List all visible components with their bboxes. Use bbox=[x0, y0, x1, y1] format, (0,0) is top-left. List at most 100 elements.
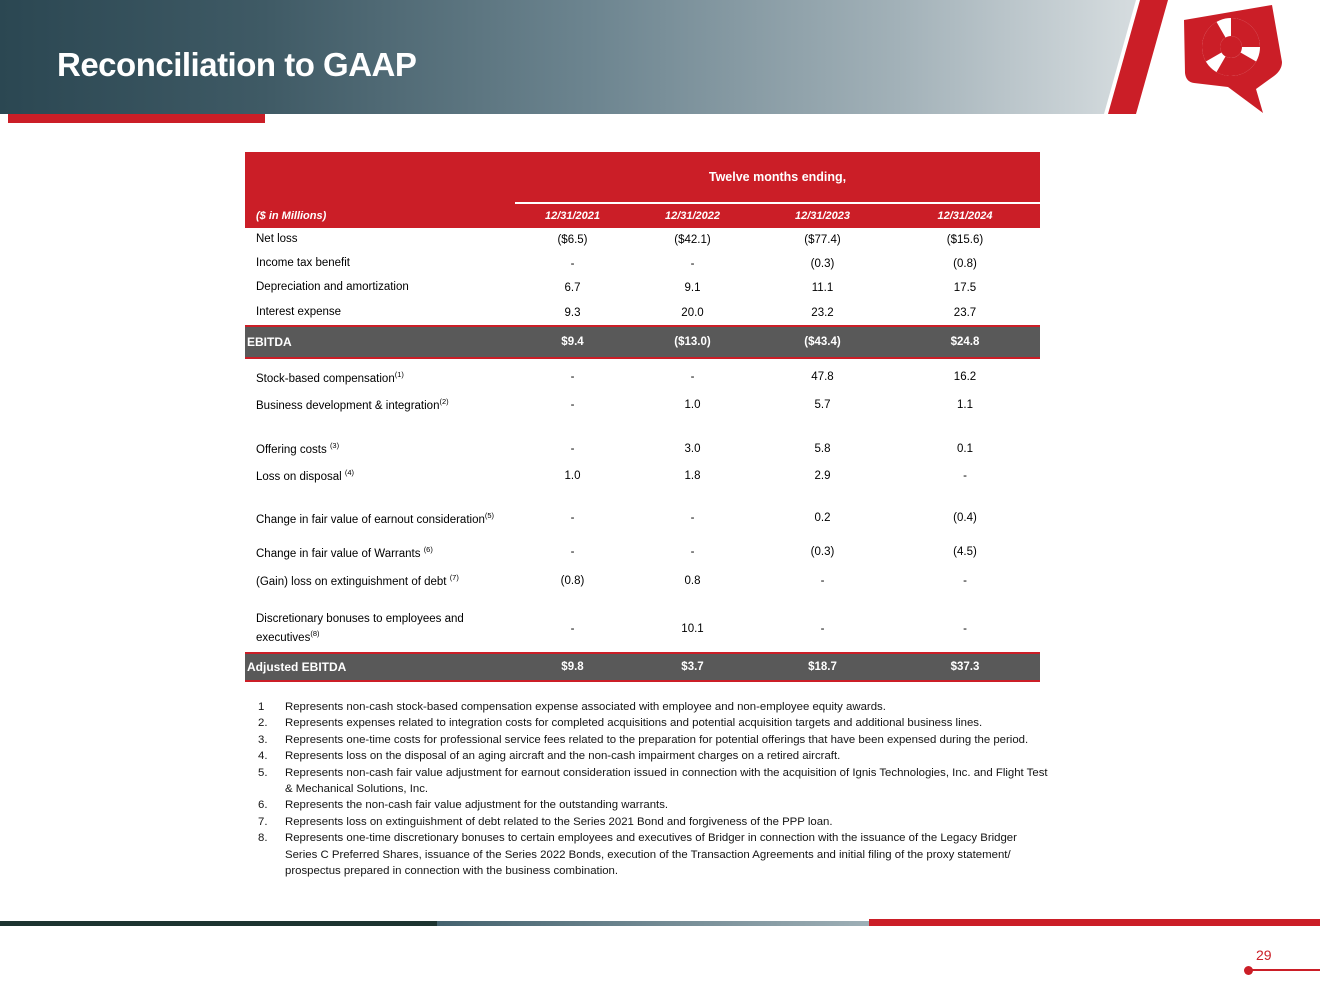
footnote-ref: (2) bbox=[439, 397, 449, 407]
table-row: Discretionary bonuses to employees and e… bbox=[245, 610, 1040, 648]
row-label: Depreciation and amortization bbox=[256, 281, 409, 294]
value-cell: $9.8 bbox=[561, 661, 584, 673]
value-cell: (4.5) bbox=[953, 546, 977, 558]
footnote-text: Represents non-cash fair value adjustmen… bbox=[285, 766, 1048, 796]
value-cell: 9.1 bbox=[684, 282, 701, 294]
value-cell: 17.5 bbox=[953, 282, 977, 294]
footnote-text: Represents loss on the disposal of an ag… bbox=[285, 750, 841, 763]
footnote-text: Represents one-time discretionary bonuse… bbox=[285, 832, 1017, 878]
footnote-number: 8. bbox=[258, 832, 268, 845]
value-cell: 47.8 bbox=[811, 371, 834, 383]
footnote-number: 3. bbox=[258, 733, 268, 746]
footer-line bbox=[1250, 969, 1320, 971]
table-row: Net loss ($6.5) ($42.1) ($77.4) ($15.6) bbox=[245, 228, 1040, 252]
table-row: Change in fair value of Warrants (6) - - (0… bbox=[245, 537, 1040, 567]
value-cell: - bbox=[963, 623, 967, 635]
aperture-logo-icon bbox=[1184, 5, 1282, 113]
footnote-item: 6. Represents the non-cash fair value adj… bbox=[258, 797, 1048, 813]
header-gradient bbox=[0, 0, 1136, 114]
row-label: Income tax benefit bbox=[256, 257, 350, 270]
footnote-number: 7. bbox=[258, 815, 268, 828]
value-cell: - bbox=[820, 574, 825, 587]
row-label: Change in fair value of earnout consider… bbox=[256, 510, 495, 526]
table-row: Business development & integration(2) - 1.… bbox=[245, 391, 1040, 418]
footnote-ref: (6) bbox=[423, 544, 433, 554]
value-cell: 3.0 bbox=[684, 442, 701, 455]
header-banner: Reconciliation to GAAP bbox=[0, 0, 1320, 114]
value-cell: - bbox=[820, 623, 825, 635]
row-label: Offering costs (3) bbox=[256, 441, 340, 457]
footnote-item: 2. Represents expenses related to integra… bbox=[258, 715, 1048, 731]
reconciliation-table: Twelve months ending, ($ in Millions) 12… bbox=[245, 152, 1040, 682]
value-cell: - bbox=[570, 546, 575, 558]
table-row: Interest expense 9.3 20.0 23.2 23.7 bbox=[245, 300, 1040, 325]
row-label: Discretionary bonuses to employees and e… bbox=[256, 613, 464, 644]
table-body: Net loss ($6.5) ($42.1) ($77.4) ($15.6) Incom… bbox=[245, 228, 1040, 682]
divider-segment-dark bbox=[0, 921, 437, 926]
value-cell: ($43.4) bbox=[804, 336, 841, 348]
value-cell: $24.8 bbox=[950, 336, 980, 348]
value-cell: - bbox=[570, 258, 575, 270]
table-header: Twelve months ending, ($ in Millions) 12… bbox=[245, 152, 1040, 228]
footnote-item: 8. Represents one-time discretionary bonu… bbox=[258, 830, 1048, 879]
unit-label: ($ in Millions) bbox=[256, 210, 327, 222]
value-cell: 20.0 bbox=[681, 306, 704, 319]
value-cell: 0.1 bbox=[957, 442, 973, 455]
value-cell: 10.1 bbox=[681, 623, 704, 635]
value-cell: ($42.1) bbox=[674, 234, 711, 246]
value-cell: - bbox=[690, 546, 695, 558]
value-cell: ($6.5) bbox=[557, 234, 588, 246]
value-cell: ($13.0) bbox=[674, 336, 711, 348]
value-cell: (0.4) bbox=[953, 512, 977, 524]
page-title: Reconciliation to GAAP bbox=[57, 46, 417, 83]
value-cell: ($77.4) bbox=[804, 234, 841, 246]
footnote-ref: (1) bbox=[394, 369, 404, 379]
footnotes: 1 Represents non-cash stock-based compens… bbox=[258, 699, 1048, 879]
value-cell: 5.7 bbox=[814, 398, 831, 411]
red-accent-bar bbox=[8, 114, 265, 123]
value-cell: 1.8 bbox=[684, 469, 701, 482]
footnote-ref: (5) bbox=[484, 510, 495, 520]
footnote-ref: (8) bbox=[310, 628, 320, 638]
value-cell: - bbox=[963, 469, 967, 482]
value-cell: - bbox=[570, 371, 575, 383]
footnote-item: 4. Represents loss on the disposal of an … bbox=[258, 748, 1048, 764]
divider-segment-red bbox=[869, 919, 1320, 926]
value-cell: $37.3 bbox=[950, 661, 980, 673]
footnote-text: Represents loss on extinguishment of deb… bbox=[285, 815, 833, 828]
table-row: Income tax benefit - - (0.3) (0.8) bbox=[245, 252, 1040, 276]
footnote-item: 5. Represents non-cash fair value adjustm… bbox=[258, 765, 1048, 798]
column-header: 12/31/2024 bbox=[937, 210, 993, 222]
value-cell: 16.2 bbox=[953, 371, 977, 383]
value-cell: 23.2 bbox=[811, 306, 834, 319]
footnote-ref: (7) bbox=[449, 573, 459, 583]
value-cell: (0.8) bbox=[560, 574, 585, 587]
row-label: Stock-based compensation(1) bbox=[256, 369, 404, 385]
footnote-number: 1 bbox=[258, 701, 265, 713]
value-cell: $3.7 bbox=[681, 661, 704, 673]
footer-dot bbox=[1244, 966, 1253, 975]
table-total-row: EBITDA $9.4 ($13.0) ($43.4) $24.8 bbox=[245, 325, 1040, 359]
table-header-row: ($ in Millions) 12/31/2021 12/31/2022 12… bbox=[245, 204, 1040, 228]
table-row: (Gain) loss on extinguishment of debt (7… bbox=[245, 567, 1040, 594]
value-cell: (0.3) bbox=[810, 546, 835, 558]
column-group-header: Twelve months ending, bbox=[515, 152, 1040, 204]
value-cell: 1.0 bbox=[684, 398, 701, 411]
footnote-item: 7. Represents loss on extinguishment of d… bbox=[258, 814, 1048, 830]
row-label: Business development & integration(2) bbox=[256, 397, 449, 413]
table-row: Offering costs (3) - 3.0 5.8 0.1 bbox=[245, 435, 1040, 462]
column-header: 12/31/2022 bbox=[664, 210, 721, 222]
value-cell: 1.0 bbox=[564, 469, 581, 482]
value-cell: 2.9 bbox=[814, 469, 831, 482]
value-cell: (0.8) bbox=[953, 258, 977, 270]
row-label: Interest expense bbox=[256, 305, 342, 318]
value-cell: - bbox=[570, 398, 575, 411]
value-cell: - bbox=[690, 371, 695, 383]
footnote-number: 4. bbox=[258, 750, 268, 763]
value-cell: - bbox=[570, 512, 575, 524]
footnote-item: 3. Represents one-time costs for professi… bbox=[258, 732, 1048, 748]
row-label: Net loss bbox=[256, 233, 298, 246]
footnote-text: Represents non-cash stock-based compensa… bbox=[285, 701, 886, 713]
footnote-text: Represents the non-cash fair value adjus… bbox=[285, 799, 669, 812]
